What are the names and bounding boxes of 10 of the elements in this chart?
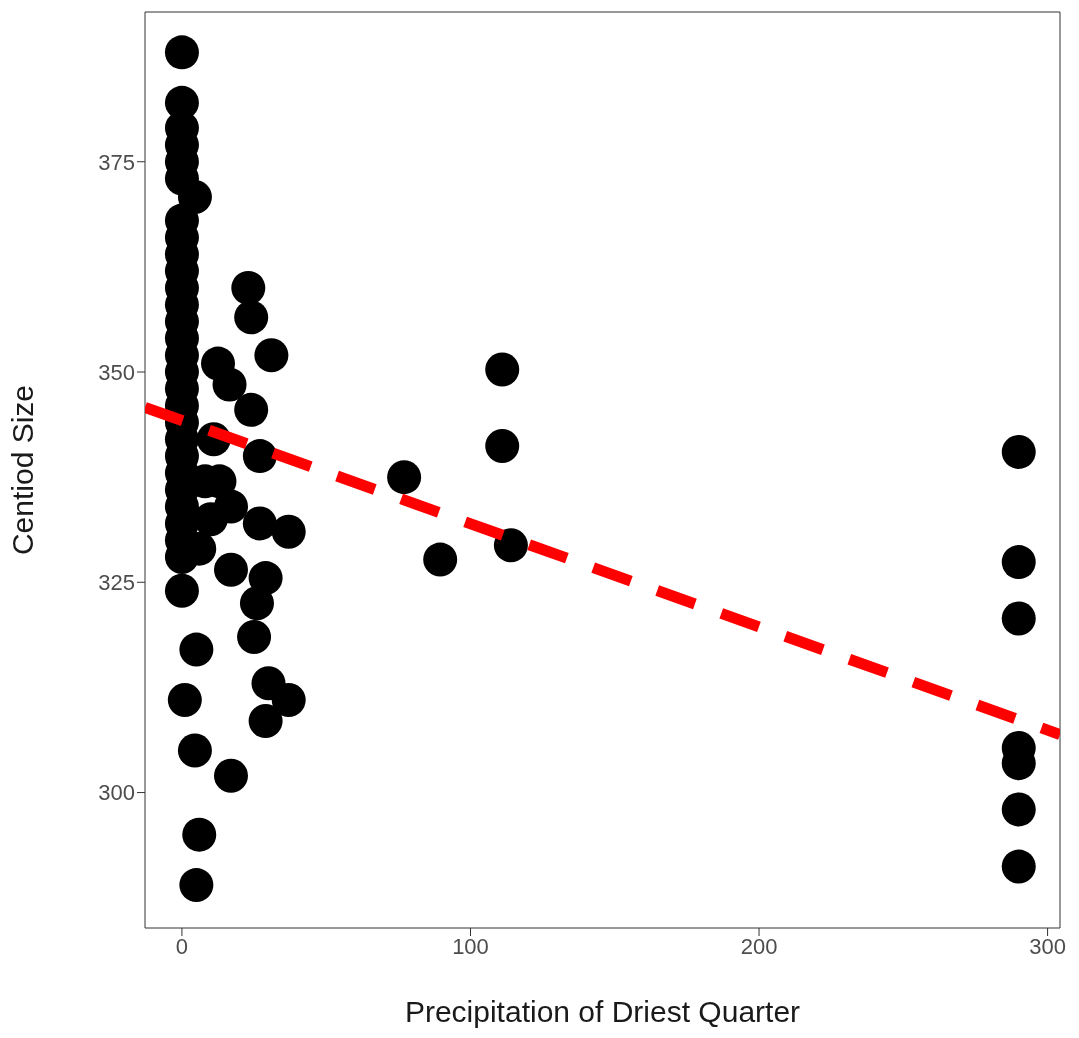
y-axis-title: Centiod Size	[5, 384, 39, 556]
x-tick-label: 0	[175, 933, 189, 959]
x-tick-label: 200	[740, 933, 778, 959]
x-tick-label: 100	[452, 933, 489, 959]
y-tick-label: 325	[98, 570, 135, 596]
y-tick-label: 350	[98, 359, 135, 385]
y-tick-label: 375	[98, 149, 135, 175]
x-tick-label: 300	[1029, 933, 1066, 959]
x-axis-title: Precipitation of Driest Quarter	[404, 995, 801, 1028]
y-tick-label: 300	[98, 780, 135, 806]
